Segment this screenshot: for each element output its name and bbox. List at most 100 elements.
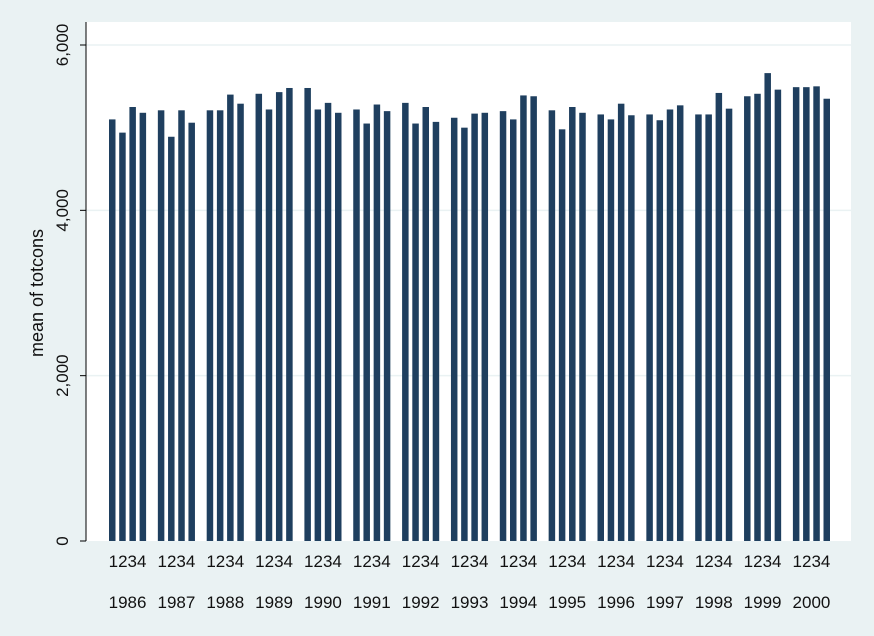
x-year-label: 1995	[548, 593, 586, 612]
x-year-label: 1988	[206, 593, 244, 612]
bar	[383, 111, 391, 541]
x-year-label: 1986	[109, 593, 147, 612]
bar	[304, 87, 311, 541]
bar	[314, 109, 322, 541]
bar	[275, 92, 283, 542]
bar	[530, 96, 537, 542]
plot-area	[86, 22, 851, 541]
bar	[255, 93, 263, 542]
x-quarter-label: 1234	[646, 552, 684, 571]
bar	[579, 112, 586, 541]
bar	[597, 114, 604, 541]
x-year-label: 1998	[695, 593, 733, 612]
bar	[286, 87, 293, 541]
x-quarter-label: 1234	[597, 552, 635, 571]
x-quarter-label: 1234	[793, 552, 831, 571]
x-quarter-label: 1234	[744, 552, 782, 571]
bar	[510, 119, 517, 542]
bar	[569, 107, 576, 541]
x-quarter-label: 1234	[353, 552, 391, 571]
bars	[109, 73, 830, 542]
bar	[206, 110, 214, 541]
bar	[656, 120, 664, 541]
bar	[432, 121, 440, 541]
bar	[481, 112, 489, 541]
x-quarter-label: 1234	[206, 552, 244, 571]
x-year-label: 2000	[793, 593, 831, 612]
bar	[353, 109, 360, 541]
y-tick-label: 2,000	[53, 354, 72, 397]
bar	[499, 111, 507, 541]
x-year-label: 1987	[157, 593, 195, 612]
bar	[461, 127, 468, 542]
x-quarter-label: 1234	[304, 552, 342, 571]
bar	[450, 117, 458, 541]
x-quarter-label: 1234	[695, 552, 733, 571]
y-tick-label: 0	[53, 536, 72, 545]
x-year-label: 1989	[255, 593, 293, 612]
bar	[129, 107, 136, 541]
x-year-label: 1997	[646, 593, 684, 612]
bar	[157, 110, 165, 541]
y-tick-label: 6,000	[53, 24, 72, 67]
bar	[774, 89, 782, 541]
x-quarter-label: 1234	[499, 552, 537, 571]
bar	[109, 119, 116, 542]
x-quarter-label: 1234	[109, 552, 147, 571]
bar	[607, 119, 615, 542]
bar	[695, 114, 702, 541]
bar	[744, 96, 751, 542]
bar	[402, 102, 409, 541]
x-year-label: 1992	[402, 593, 440, 612]
bar	[803, 87, 810, 541]
x-quarter-label: 1234	[402, 552, 440, 571]
bar	[168, 136, 175, 541]
bar	[412, 123, 419, 542]
bar	[119, 132, 126, 542]
bar	[265, 109, 273, 541]
bar	[617, 103, 625, 542]
bar	[715, 92, 723, 542]
bar	[558, 129, 566, 541]
x-quarter-label: 1234	[255, 552, 293, 571]
bar	[520, 95, 527, 541]
bar	[823, 98, 830, 541]
bar	[363, 123, 370, 542]
bar	[666, 109, 674, 541]
x-year-label: 1990	[304, 593, 342, 612]
bar	[705, 114, 712, 541]
bar	[813, 86, 820, 541]
bar	[628, 115, 635, 542]
bar	[139, 112, 147, 541]
y-axis-ticks: 0 2,000 4,000 6,000	[53, 24, 86, 546]
bar	[188, 122, 195, 541]
x-year-label: 1999	[744, 593, 782, 612]
bar	[227, 94, 234, 541]
bar	[335, 112, 342, 541]
x-year-label: 1991	[353, 593, 391, 612]
bar	[792, 87, 800, 541]
bar	[471, 113, 478, 541]
y-axis-title: mean of totcons	[27, 229, 47, 357]
x-year-label: 1993	[451, 593, 489, 612]
bar	[646, 114, 653, 541]
bar	[373, 104, 381, 542]
bar	[725, 108, 733, 542]
x-year-label: 1994	[499, 593, 537, 612]
gridlines	[86, 44, 851, 377]
bar	[764, 73, 771, 542]
bar	[237, 103, 244, 542]
bar	[324, 102, 332, 541]
y-tick-label: 4,000	[53, 189, 72, 232]
x-quarter-label: 1234	[548, 552, 586, 571]
x-quarter-label: 1234	[451, 552, 489, 571]
x-year-label: 1996	[597, 593, 635, 612]
bar	[676, 105, 684, 541]
bar	[548, 110, 556, 541]
x-quarter-label: 1234	[157, 552, 195, 571]
x-axis-labels: 1234 1986 1234 1987 1234 1988 1234 1989 1234 1990…	[109, 552, 831, 612]
bar	[178, 110, 185, 541]
bar	[422, 107, 429, 541]
bar	[216, 110, 224, 541]
